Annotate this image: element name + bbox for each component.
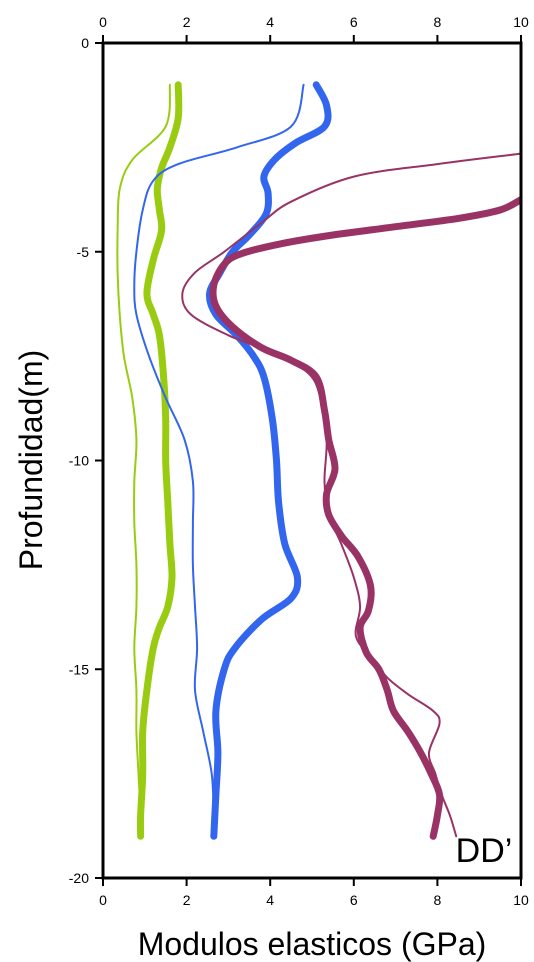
series-2-line [136, 81, 183, 840]
x-tick-label-top: 4 [266, 14, 274, 30]
series-4-line [205, 81, 332, 840]
x-tick-label-bottom: 6 [350, 892, 358, 908]
x-axis-title: Modulos elasticos (GPa) [138, 926, 487, 962]
y-tick-label: -5 [77, 244, 90, 260]
x-tick-label-bottom: 4 [266, 892, 274, 908]
series-layer [116, 81, 521, 840]
series-6-line [209, 196, 521, 840]
x-tick-label-top: 10 [513, 14, 529, 30]
x-tick-label-bottom: 8 [434, 892, 442, 908]
x-tick-label-bottom: 0 [99, 892, 107, 908]
x-tick-label-bottom: 10 [513, 892, 529, 908]
y-axis-title: Profundidad(m) [13, 350, 49, 571]
x-tick-label-bottom: 2 [183, 892, 191, 908]
bottom-x-axis-ticks: 0 2 4 6 8 10 [99, 878, 529, 908]
x-tick-label-top: 6 [350, 14, 358, 30]
x-tick-label-top: 0 [99, 14, 107, 30]
series-3-line [133, 83, 305, 838]
top-x-axis-ticks: 0 2 4 6 8 10 [99, 14, 529, 43]
y-tick-label: -20 [69, 870, 89, 886]
y-axis-ticks: 0 -5 -10 -15 -20 [69, 35, 103, 886]
series-1-line [116, 83, 171, 838]
y-tick-label: 0 [81, 35, 89, 51]
y-tick-label: -10 [69, 453, 89, 469]
x-tick-label-top: 2 [183, 14, 191, 30]
profile-annotation: DD’ [456, 832, 513, 870]
x-tick-label-top: 8 [434, 14, 442, 30]
y-tick-label: -15 [69, 661, 89, 677]
